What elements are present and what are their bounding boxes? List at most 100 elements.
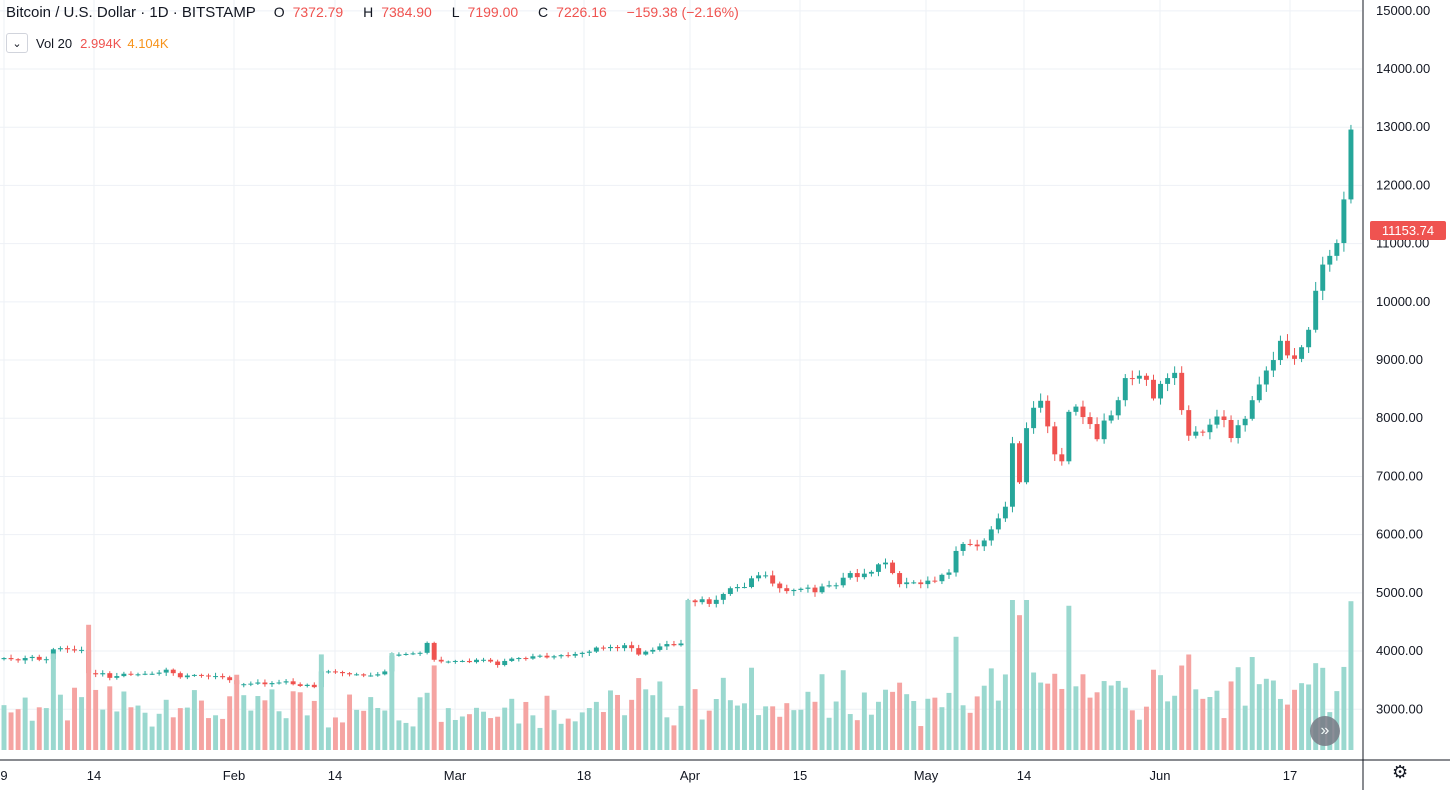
- candle-body: [340, 672, 345, 674]
- candle-body: [650, 649, 656, 652]
- candle-body: [1094, 424, 1100, 440]
- volume-bar: [875, 701, 881, 750]
- candle-body: [749, 578, 754, 588]
- volume-bar: [734, 705, 740, 750]
- volume-bar: [65, 720, 70, 750]
- volume-bar: [1341, 666, 1347, 750]
- candle-body: [290, 681, 296, 685]
- candle-body: [213, 676, 219, 678]
- candle-body: [1172, 372, 1178, 379]
- candle-body: [1059, 454, 1065, 462]
- candle-body: [600, 647, 606, 649]
- volume-bar: [1172, 695, 1178, 750]
- candle-body: [861, 573, 867, 578]
- candle-body: [854, 573, 860, 578]
- candle-body: [798, 588, 804, 590]
- candle-body: [72, 649, 77, 651]
- candle-body: [734, 587, 740, 589]
- candle-body: [156, 672, 162, 674]
- change-value: −159.38 (−2.16%): [626, 4, 739, 20]
- candle-body: [805, 587, 811, 589]
- volume-bar: [1052, 673, 1058, 750]
- x-tick-label: 14: [328, 768, 342, 783]
- volume-bar: [1143, 706, 1149, 750]
- chevron-down-icon[interactable]: ⌄: [6, 33, 28, 53]
- volume-bar: [93, 689, 99, 750]
- candle-body: [206, 675, 211, 677]
- candle-body: [149, 673, 155, 675]
- candle-body: [354, 674, 360, 676]
- double-chevron-right-icon[interactable]: »: [1310, 716, 1340, 746]
- x-tick-label: 9: [0, 768, 7, 783]
- volume-bar: [1242, 705, 1248, 750]
- volume-bar: [121, 691, 127, 750]
- candle-body: [1193, 431, 1199, 436]
- volume-value: 2.994K: [80, 35, 122, 51]
- volume-bar: [1151, 669, 1156, 750]
- candle-body: [643, 651, 649, 655]
- y-tick-label: 12000.00: [1376, 177, 1430, 192]
- candle-body: [445, 661, 451, 663]
- candle-body: [826, 585, 832, 587]
- volume-bar: [1108, 685, 1114, 750]
- candle-body: [1348, 129, 1354, 200]
- volume-bar: [57, 694, 63, 750]
- volume-bar: [629, 699, 635, 750]
- volume-bar: [671, 725, 677, 750]
- volume-bar: [756, 715, 762, 750]
- volume-bar: [1277, 698, 1283, 750]
- candle-body: [939, 574, 945, 582]
- volume-bar: [770, 706, 776, 750]
- symbol-title[interactable]: Bitcoin / U.S. Dollar: [6, 4, 137, 21]
- candle-body: [1327, 255, 1333, 265]
- candle-body: [1186, 410, 1192, 436]
- volume-bar: [692, 689, 698, 750]
- x-tick-label: 15: [793, 768, 807, 783]
- candle-body: [558, 655, 564, 657]
- volume-bar: [389, 653, 395, 750]
- high-label: H: [363, 4, 374, 20]
- volume-bar: [50, 653, 56, 750]
- volume-bar: [72, 687, 77, 750]
- volume-bar: [749, 667, 754, 750]
- x-tick-label: 17: [1283, 768, 1297, 783]
- volume-bar: [36, 707, 42, 750]
- volume-bar: [262, 700, 268, 750]
- volume-bar: [720, 677, 726, 750]
- volume-bar: [981, 685, 987, 750]
- candle-body: [551, 656, 557, 658]
- volume-bar: [396, 720, 402, 750]
- volume-bar: [1024, 600, 1030, 750]
- last-price-label: 11153.74: [1370, 221, 1446, 240]
- candle-body: [121, 673, 127, 677]
- volume-bar: [1285, 704, 1290, 750]
- candle-body: [1073, 406, 1079, 412]
- candle-body: [410, 653, 416, 655]
- candle-body: [1277, 340, 1283, 361]
- volume-bar: [368, 697, 374, 750]
- candle-body: [932, 580, 938, 582]
- volume-label[interactable]: Vol 20: [36, 35, 73, 51]
- volume-bar: [481, 711, 487, 750]
- volume-bar: [1179, 665, 1185, 750]
- candle-body: [988, 529, 994, 541]
- interval-label[interactable]: 1D: [149, 4, 169, 21]
- volume-bar: [819, 674, 825, 750]
- volume-bar: [1256, 684, 1262, 750]
- volume-bar: [354, 709, 360, 750]
- y-tick-label: 13000.00: [1376, 119, 1430, 134]
- volume-bar: [135, 705, 141, 750]
- candle-body: [114, 676, 120, 678]
- volume-bar: [904, 694, 910, 750]
- candle-body: [100, 673, 106, 675]
- candle-body: [1228, 419, 1234, 439]
- candle-body: [1038, 400, 1044, 408]
- candle-body: [1165, 378, 1171, 384]
- candle-body: [43, 659, 49, 661]
- exchange-label[interactable]: BITSTAMP: [181, 4, 256, 21]
- volume-bar: [43, 708, 49, 750]
- gear-icon[interactable]: ⚙: [1392, 762, 1409, 782]
- volume-bar: [1129, 710, 1135, 750]
- volume-bar: [622, 715, 628, 750]
